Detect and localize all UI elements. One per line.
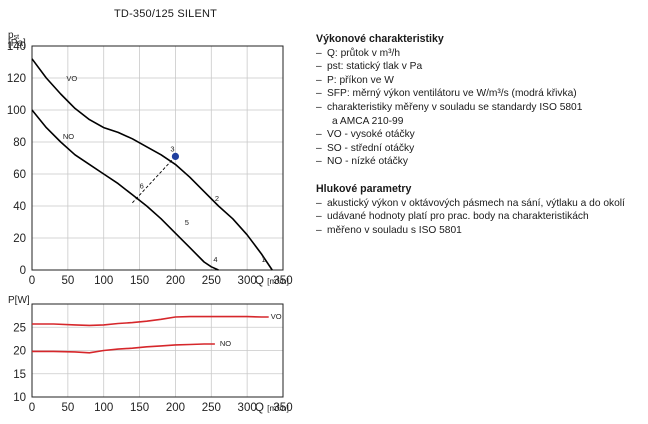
x-tick-label: 250 [202,402,221,414]
curve-label: 2 [215,194,219,203]
series-line-sfp [132,156,176,204]
x-tick-label: 200 [166,402,185,414]
x-tick-label: 150 [130,402,149,414]
y-tick-label: 0 [20,265,26,277]
x-tick-label: 300 [238,275,257,287]
legend-item-continuation: a AMCA 210-99 [332,115,404,127]
chart-title: TD-350/125 SILENT [114,8,218,20]
y-tick-label: 60 [13,169,26,181]
x-tick-label: 150 [130,275,149,287]
legend-item: – VO - vysoké otáčky [316,129,415,141]
plot-frame [31,303,284,398]
curve-label: 4 [213,255,217,264]
performance-list: – Q: průtok v m³/h – pst: statický tlak v … [316,47,646,169]
x-tick-label: 250 [202,275,221,287]
x-tick-label: 350 [273,402,292,414]
series-line-no [31,109,219,271]
y-tick-label: 120 [7,73,26,85]
pressure-flow-chart: 0 50 100 150 200 250 300 350 0 20 40 60 80 100 120 140 Q… [7,30,293,287]
x-tick-label: 350 [273,275,292,287]
plot-frame [31,45,284,271]
noise-list: – akustický výkon v oktávových pásmech na… [316,197,646,238]
x-tick-label: 50 [61,275,74,287]
series-line-no [32,343,215,354]
curve-label: NO [220,339,231,348]
curve-label: VO [271,312,282,321]
x-tick-label: 0 [29,275,35,287]
power-flow-chart: 0 50 100 150 200 250 300 350 10 15 20 25 Q [m³/h] VO N… [8,295,293,414]
x-axis-unit: [m³/h] [267,276,289,286]
curve-label: 6 [140,181,144,190]
legend-item: – NO - nízké otáčky [316,156,408,168]
curve-label: 1 [261,255,265,264]
curve-label: 3 [170,145,174,154]
legend-item: – P: příkon ve W [316,74,394,86]
x-tick-label: 100 [94,402,113,414]
legend-item: – SFP: měrný výkon ventilátoru ve W/m³/s … [316,88,577,100]
legend-item: – charakteristiky měřeny v souladu se sta… [316,101,583,113]
curve-label: NO [63,132,74,141]
y-tick-label: 140 [7,41,26,53]
x-tick-label: 0 [29,402,35,414]
y-tick-label: 20 [13,346,26,358]
series-line-vo [31,58,273,271]
legend-item: – akustický výkon v oktávových pásmech na… [316,197,625,209]
legend-panel: Výkonové charakteristiky – Q: průtok v m³… [316,33,646,237]
operating-point-marker [171,152,180,160]
y-axis-unit: [Pa] [8,38,26,49]
legend-item: – pst: statický tlak v Pa [316,61,423,73]
curve-label: 5 [185,218,189,227]
x-axis-label: Q [m³/h] [255,275,289,287]
x-tick-label: 50 [61,402,74,414]
y-axis-label: P[W] [8,295,30,306]
x-tick-label: 200 [166,275,185,287]
performance-heading: Výkonové charakteristiky [316,33,444,45]
curve-label: VO [66,74,77,83]
y-tick-label: 15 [13,369,26,381]
series-line-vo [32,315,269,327]
legend-item: – Q: průtok v m³/h [316,47,401,59]
x-axis-label: Q [m³/h] [255,402,289,414]
y-tick-label: 80 [13,137,26,149]
y-tick-label: 10 [13,392,26,404]
y-tick-label: 40 [13,201,26,213]
x-tick-label: 100 [94,275,113,287]
y-axis-label: pst [8,30,19,41]
noise-heading: Hlukové parametry [316,182,412,195]
x-axis-unit: [m³/h] [267,403,289,413]
y-tick-label: 20 [13,233,26,245]
y-tick-label: 100 [7,105,26,117]
y-tick-label: 25 [13,322,26,334]
legend-item: – udávané hodnoty platí pro prac. body na… [316,211,589,223]
x-tick-label: 300 [238,402,257,414]
legend-item: – měřeno v souladu s ISO 5801 [316,224,462,236]
legend-item: – SO - střední otáčky [316,142,415,154]
